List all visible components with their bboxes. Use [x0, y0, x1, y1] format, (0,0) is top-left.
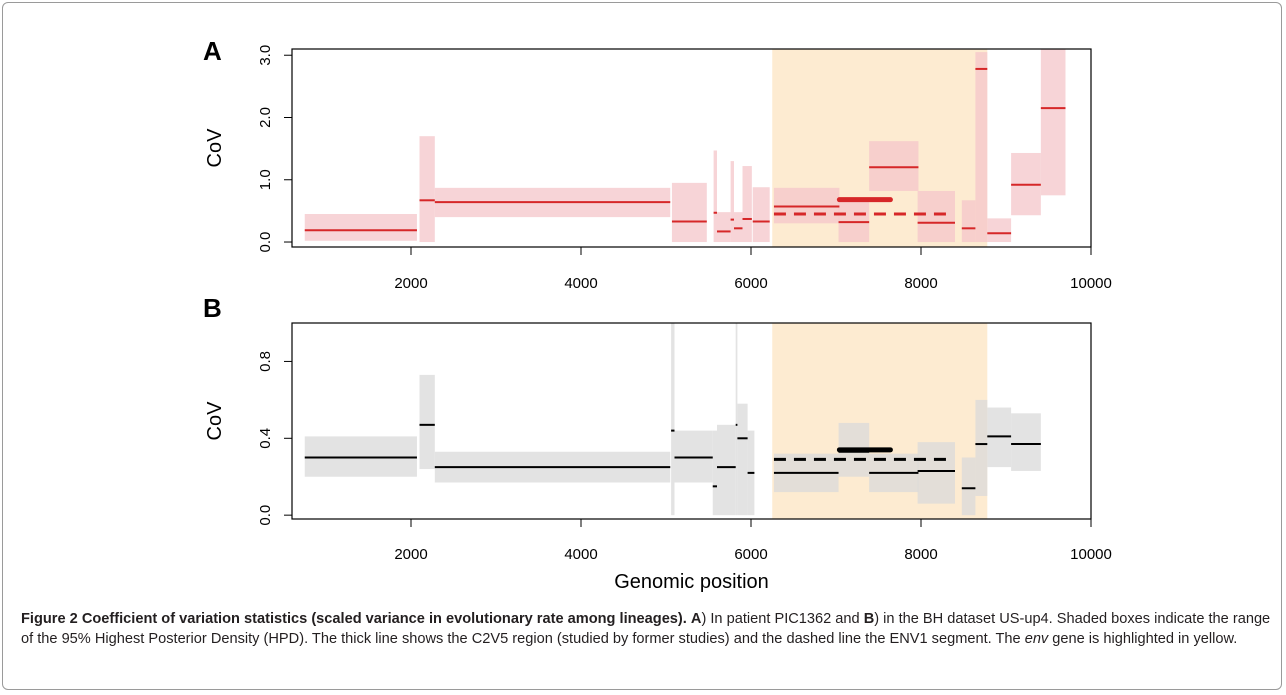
y-axis-label: CoV — [204, 128, 226, 168]
hpd-box — [961, 457, 976, 516]
hpd-box — [737, 403, 748, 516]
hpd-box — [419, 136, 435, 243]
figure-caption: Figure 2 Coefficient of variation statis… — [21, 609, 1271, 649]
caption-text-a: ) In patient PIC1362 and — [701, 611, 864, 627]
x-tick-label: 6000 — [734, 275, 767, 292]
hpd-box — [869, 141, 919, 191]
hpd-box — [671, 323, 675, 516]
caption-gene-name: env — [1024, 631, 1049, 647]
hpd-box — [752, 187, 770, 243]
hpd-box — [304, 214, 417, 241]
hpd-box — [730, 161, 734, 243]
y-tick-label: 1.0 — [257, 169, 274, 190]
caption-title: Coefficient of variation statistics (sca… — [81, 611, 687, 627]
hpd-box — [671, 182, 707, 243]
hpd-box — [713, 150, 717, 243]
caption-label-a: A — [690, 611, 702, 627]
x-tick-label: 4000 — [564, 546, 597, 563]
hpd-box — [917, 190, 955, 243]
hpd-box — [712, 430, 717, 516]
x-tick-label: 6000 — [734, 546, 767, 563]
x-tick-label: 10000 — [1070, 275, 1112, 292]
figure-svg: 2000 4000 6000 8000 100000.01.02.03.0CoVA200… — [203, 36, 1112, 593]
y-tick-label: 0.0 — [257, 505, 274, 526]
hpd-box — [742, 166, 752, 243]
panel-label: A — [203, 36, 222, 66]
y-tick-label: 3.0 — [257, 45, 274, 66]
caption-text-b: ) in the BH dataset US-up4. Shaded boxes… — [21, 611, 1271, 647]
panel-a: 2000 4000 6000 8000 10000 0.0 1.0 2.0 3.0 CoV A — [203, 36, 1112, 292]
x-axis-label: Genomic position — [614, 571, 769, 593]
hpd-box — [975, 399, 988, 496]
plot-border — [291, 322, 1092, 520]
hpd-box — [1011, 413, 1041, 471]
y-tick-label: 0.4 — [257, 428, 274, 449]
hpd-box — [917, 442, 955, 504]
y-axis-label: CoV — [204, 401, 226, 441]
x-tick-label: 2000 — [394, 275, 427, 292]
hpd-box — [961, 200, 976, 243]
x-tick-label: 4000 — [564, 275, 597, 292]
hpd-box — [987, 218, 1012, 243]
panel-label: B — [203, 293, 222, 323]
y-tick-label: 0.0 — [257, 232, 274, 253]
caption-text-end: gene is highlighted in yellow. — [1048, 631, 1238, 647]
y-tick-label: 2.0 — [257, 107, 274, 128]
caption-figure-label: Figure 2 — [21, 611, 78, 627]
hpd-box — [717, 212, 731, 243]
y-tick-label: 0.8 — [257, 351, 274, 372]
x-tick-label: 10000 — [1070, 546, 1112, 563]
x-tick-label: 8000 — [904, 546, 937, 563]
x-tick-label: 8000 — [904, 275, 937, 292]
hpd-box — [734, 212, 743, 243]
hpd-box — [419, 374, 435, 470]
hpd-box — [735, 323, 738, 516]
caption-label-b: B — [863, 611, 875, 627]
hpd-box — [975, 52, 988, 243]
plot-area — [304, 323, 1041, 519]
plot-area — [304, 49, 1066, 247]
hpd-box — [1040, 49, 1066, 196]
panel-b: 2000 4000 6000 8000 10000 0.0 0.4 0.8 CoV Genomic… — [203, 293, 1112, 593]
plot-border — [291, 48, 1092, 248]
hpd-box — [717, 424, 736, 516]
x-tick-label: 2000 — [394, 546, 427, 563]
